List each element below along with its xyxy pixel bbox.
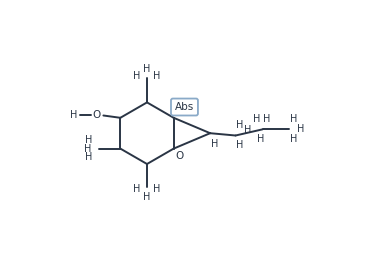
FancyBboxPatch shape: [171, 99, 198, 115]
Text: Abs: Abs: [175, 102, 194, 112]
Text: H: H: [133, 71, 141, 81]
Text: H: H: [290, 114, 298, 124]
Text: H: H: [253, 114, 260, 124]
Text: H: H: [236, 120, 243, 130]
Text: H: H: [133, 184, 141, 194]
Text: H: H: [263, 114, 270, 124]
Text: H: H: [244, 125, 252, 135]
Text: O: O: [92, 110, 101, 120]
Text: H: H: [70, 110, 78, 120]
Text: H: H: [84, 144, 92, 154]
Text: H: H: [143, 64, 151, 74]
Text: H: H: [236, 140, 243, 150]
Text: H: H: [211, 139, 218, 149]
Text: H: H: [290, 134, 298, 144]
Text: O: O: [176, 151, 184, 161]
Text: H: H: [296, 124, 304, 134]
Text: H: H: [154, 184, 161, 194]
Text: H: H: [85, 135, 92, 145]
Text: H: H: [85, 152, 92, 162]
Text: H: H: [143, 192, 151, 202]
Text: H: H: [256, 134, 264, 144]
Text: H: H: [154, 71, 161, 81]
